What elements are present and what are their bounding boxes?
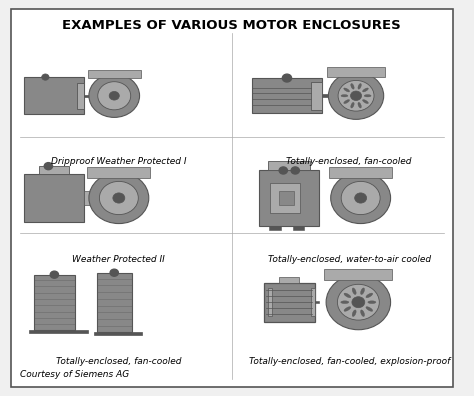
Circle shape bbox=[109, 91, 119, 100]
Text: Totally-enclosed, fan-cooled: Totally-enclosed, fan-cooled bbox=[56, 357, 182, 366]
FancyBboxPatch shape bbox=[311, 82, 321, 110]
Ellipse shape bbox=[364, 95, 371, 97]
FancyBboxPatch shape bbox=[97, 273, 131, 332]
Ellipse shape bbox=[341, 95, 348, 97]
Circle shape bbox=[89, 74, 139, 117]
FancyBboxPatch shape bbox=[279, 277, 300, 282]
Ellipse shape bbox=[361, 310, 365, 316]
Circle shape bbox=[355, 193, 367, 203]
FancyBboxPatch shape bbox=[34, 275, 75, 330]
FancyBboxPatch shape bbox=[39, 166, 69, 174]
FancyBboxPatch shape bbox=[268, 288, 272, 316]
Ellipse shape bbox=[366, 293, 373, 298]
Circle shape bbox=[350, 91, 362, 101]
Text: Weather Protected II: Weather Protected II bbox=[73, 255, 165, 264]
Circle shape bbox=[341, 181, 380, 215]
Ellipse shape bbox=[358, 84, 361, 89]
FancyBboxPatch shape bbox=[10, 9, 453, 387]
Ellipse shape bbox=[341, 301, 349, 304]
Ellipse shape bbox=[363, 100, 368, 104]
Circle shape bbox=[283, 74, 292, 82]
FancyBboxPatch shape bbox=[329, 168, 392, 177]
FancyBboxPatch shape bbox=[264, 282, 315, 322]
FancyBboxPatch shape bbox=[315, 301, 319, 303]
FancyBboxPatch shape bbox=[311, 288, 315, 316]
FancyBboxPatch shape bbox=[279, 191, 294, 205]
FancyBboxPatch shape bbox=[25, 174, 84, 222]
Ellipse shape bbox=[366, 307, 373, 311]
Ellipse shape bbox=[344, 100, 349, 104]
FancyBboxPatch shape bbox=[269, 226, 281, 230]
Circle shape bbox=[89, 172, 149, 224]
FancyBboxPatch shape bbox=[270, 183, 300, 213]
Circle shape bbox=[328, 72, 383, 119]
FancyBboxPatch shape bbox=[268, 161, 310, 170]
Circle shape bbox=[100, 181, 138, 215]
FancyBboxPatch shape bbox=[25, 77, 84, 114]
Ellipse shape bbox=[344, 88, 349, 92]
Ellipse shape bbox=[351, 84, 354, 89]
FancyBboxPatch shape bbox=[93, 332, 142, 335]
Ellipse shape bbox=[352, 310, 356, 316]
Ellipse shape bbox=[344, 293, 351, 298]
Ellipse shape bbox=[361, 288, 365, 295]
Circle shape bbox=[50, 271, 58, 278]
FancyBboxPatch shape bbox=[29, 330, 88, 333]
FancyBboxPatch shape bbox=[321, 94, 328, 97]
FancyBboxPatch shape bbox=[259, 170, 319, 226]
Circle shape bbox=[113, 193, 125, 203]
FancyBboxPatch shape bbox=[293, 226, 304, 230]
Ellipse shape bbox=[358, 102, 361, 108]
Ellipse shape bbox=[363, 88, 368, 92]
Text: Courtesy of Siemens AG: Courtesy of Siemens AG bbox=[20, 370, 129, 379]
Ellipse shape bbox=[368, 301, 376, 304]
Circle shape bbox=[291, 167, 300, 174]
Circle shape bbox=[42, 74, 49, 80]
Text: EXAMPLES OF VARIOUS MOTOR ENCLOSURES: EXAMPLES OF VARIOUS MOTOR ENCLOSURES bbox=[62, 19, 401, 32]
FancyBboxPatch shape bbox=[84, 95, 90, 97]
FancyBboxPatch shape bbox=[77, 83, 84, 109]
FancyBboxPatch shape bbox=[87, 168, 150, 177]
FancyBboxPatch shape bbox=[84, 191, 96, 205]
Text: Dripproof Weather Protected I: Dripproof Weather Protected I bbox=[51, 157, 187, 166]
FancyBboxPatch shape bbox=[327, 67, 385, 77]
Circle shape bbox=[331, 172, 391, 224]
Circle shape bbox=[352, 297, 365, 308]
Circle shape bbox=[326, 275, 391, 330]
Text: Totally-enclosed, fan-cooled, explosion-proof: Totally-enclosed, fan-cooled, explosion-… bbox=[248, 357, 450, 366]
Circle shape bbox=[98, 82, 131, 110]
FancyBboxPatch shape bbox=[253, 78, 321, 114]
Circle shape bbox=[279, 167, 287, 174]
Circle shape bbox=[337, 284, 379, 320]
Circle shape bbox=[110, 269, 118, 276]
FancyBboxPatch shape bbox=[325, 269, 392, 280]
Circle shape bbox=[338, 80, 374, 111]
Text: Totally-enclosed, water-to-air cooled: Totally-enclosed, water-to-air cooled bbox=[268, 255, 431, 264]
Text: Totally-enclosed, fan-cooled: Totally-enclosed, fan-cooled bbox=[286, 157, 412, 166]
Ellipse shape bbox=[352, 288, 356, 295]
Ellipse shape bbox=[344, 307, 351, 311]
Ellipse shape bbox=[351, 102, 354, 108]
FancyBboxPatch shape bbox=[88, 70, 141, 78]
Circle shape bbox=[44, 163, 53, 170]
